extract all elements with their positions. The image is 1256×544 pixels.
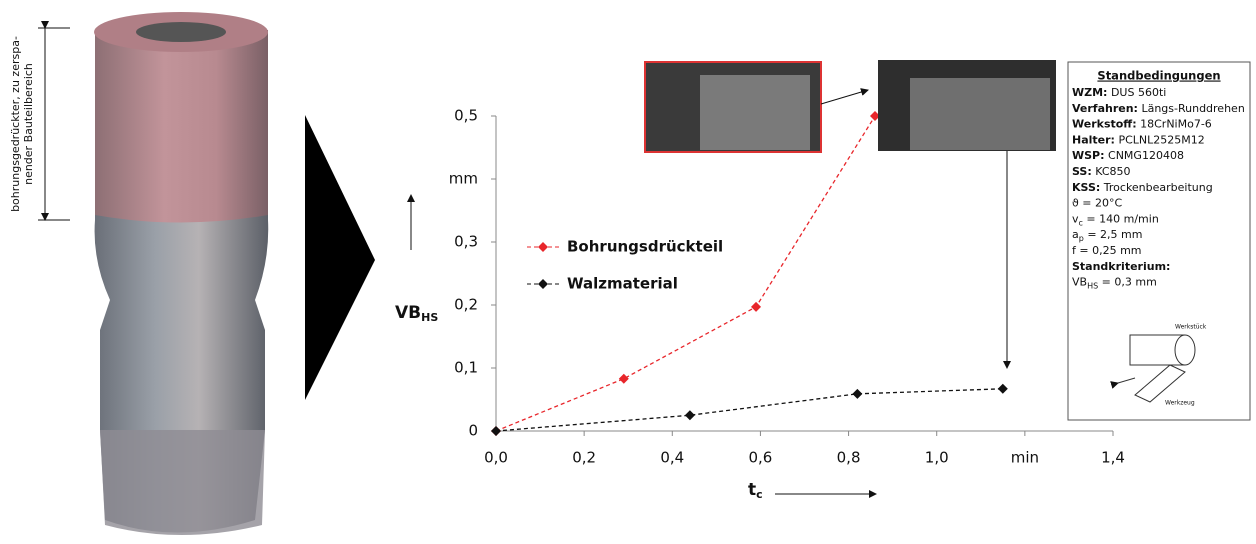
legend-marker xyxy=(538,242,548,252)
info-key: Werkstoff: xyxy=(1072,118,1137,131)
workpiece-photo: bohrungsgedrückter, zu zerspa- nender Ba… xyxy=(9,12,268,535)
legend-marker xyxy=(538,279,548,289)
y-tick-label: 0,5 xyxy=(454,107,478,125)
info-text: a xyxy=(1072,228,1079,241)
info-line: SS: KC850 xyxy=(1072,165,1131,178)
info-text: 18CrNiMo7-6 xyxy=(1137,118,1212,131)
legend-label: Bohrungsdrückteil xyxy=(567,238,723,256)
data-point xyxy=(998,384,1008,394)
info-key: Halter: xyxy=(1072,133,1115,146)
sketch-label: Werkstück xyxy=(1175,324,1207,331)
tool-images xyxy=(645,60,1056,368)
sketch-label: Werkzeug xyxy=(1165,400,1195,407)
info-line: KSS: Trockenbearbeitung xyxy=(1072,181,1213,194)
x-tick-label: min xyxy=(1011,449,1039,467)
data-point xyxy=(751,302,761,312)
side-label: bohrungsgedrückter, zu zerspa- xyxy=(9,36,22,212)
data-point xyxy=(491,426,501,436)
x-tick-label: 1,0 xyxy=(925,449,949,467)
page: {"side_label": ["bohrungsgedrückter, zu … xyxy=(0,0,1256,544)
info-text: Trockenbearbeitung xyxy=(1100,181,1212,194)
x-tick-label: 0,4 xyxy=(660,449,684,467)
info-text: KC850 xyxy=(1092,165,1131,178)
y-axis-label: VBHS xyxy=(395,303,438,324)
info-key: SS: xyxy=(1072,165,1092,178)
info-line: VBHS = 0,3 mm xyxy=(1072,276,1157,291)
info-line: WSP: CNMG120408 xyxy=(1072,149,1184,162)
info-line: Verfahren: Längs-Runddrehen xyxy=(1072,102,1245,115)
figure: bohrungsgedrückter, zu zerspa- nender Ba… xyxy=(0,0,1256,544)
info-line: Werkstoff: 18CrNiMo7-6 xyxy=(1072,118,1212,131)
info-line: Standkriterium: xyxy=(1072,260,1170,273)
info-line: f = 0,25 mm xyxy=(1072,244,1142,257)
plot: 0 0,1 0,2 0,3 mm 0,5 0,0 0,2 0,4 0,6 0,8 1,0 min 1,4 B… xyxy=(449,107,1125,467)
y-tick-label: 0,1 xyxy=(454,359,478,377)
info-key: KSS: xyxy=(1072,181,1100,194)
info-line: ϑ = 20°C xyxy=(1072,197,1123,210)
x-tick-label: 0,2 xyxy=(572,449,596,467)
info-text: Längs-Runddrehen xyxy=(1138,102,1245,115)
info-text: VB xyxy=(1072,276,1087,289)
info-key: Standkriterium: xyxy=(1072,260,1170,273)
y-tick-label: 0 xyxy=(468,422,478,440)
info-rest: = 2,5 mm xyxy=(1084,228,1143,241)
info-text: PCLNL2525M12 xyxy=(1115,133,1205,146)
y-tick-label: 0,2 xyxy=(454,296,478,314)
info-sub: HS xyxy=(1087,281,1098,290)
info-text: DUS 560ti xyxy=(1107,86,1166,99)
x-tick-label: 0,0 xyxy=(484,449,508,467)
info-line: WZM: DUS 560ti xyxy=(1072,86,1166,99)
side-label: nender Bauteilbereich xyxy=(22,63,35,185)
series-line xyxy=(496,389,1003,431)
info-rest: = 0,3 mm xyxy=(1098,276,1157,289)
x-tick-label: 0,6 xyxy=(748,449,772,467)
x-tick-label: 1,4 xyxy=(1101,449,1125,467)
info-title: Standbedingungen xyxy=(1097,69,1220,83)
info-line: Halter: PCLNL2525M12 xyxy=(1072,133,1205,146)
info-text: ϑ = 20°C xyxy=(1072,197,1123,210)
arrow-shape xyxy=(305,115,375,400)
x-tick-label: 0,8 xyxy=(837,449,861,467)
series-line xyxy=(496,116,875,431)
info-text: f = 0,25 mm xyxy=(1072,244,1142,257)
x-axis-label: tc xyxy=(748,480,763,501)
info-key: WZM: xyxy=(1072,86,1107,99)
info-key: Verfahren: xyxy=(1072,102,1138,115)
info-key: WSP: xyxy=(1072,149,1105,162)
y-tick-label: mm xyxy=(449,170,478,188)
legend-label: Walzmaterial xyxy=(567,275,678,293)
data-point xyxy=(619,374,629,384)
y-tick-label: 0,3 xyxy=(454,233,478,251)
data-point xyxy=(852,389,862,399)
info-rest: = 140 m/min xyxy=(1083,212,1159,225)
data-point xyxy=(685,410,695,420)
info-line: vc = 140 m/min xyxy=(1072,212,1159,227)
info-text: CNMG120408 xyxy=(1105,149,1184,162)
